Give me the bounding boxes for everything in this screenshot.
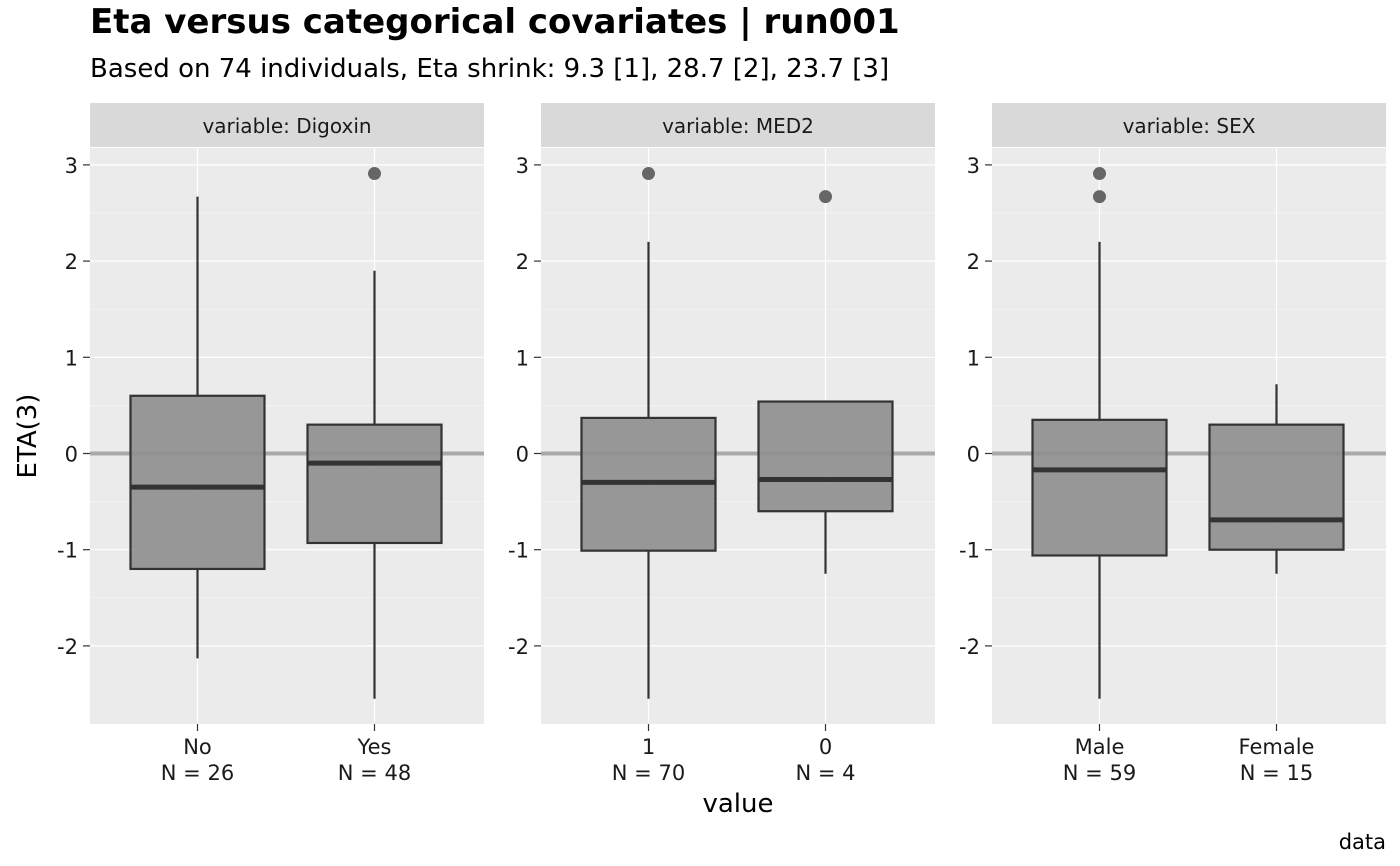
y-axis-label: ETA(3) <box>13 394 43 479</box>
y-tick-label: 3 <box>65 154 78 178</box>
y-tick-label: -1 <box>959 539 980 563</box>
x-tick-count-label: N = 15 <box>1240 761 1313 785</box>
outlier-point <box>368 167 381 181</box>
x-tick-count-label: N = 70 <box>612 761 685 785</box>
x-tick-label: 1 <box>642 735 655 759</box>
box-iqr <box>129 394 266 571</box>
chart-title: Eta versus categorical covariates | run0… <box>90 2 900 42</box>
panel-strip <box>90 103 484 147</box>
x-tick-label: No <box>183 735 212 759</box>
x-tick-count-label: N = 48 <box>338 761 411 785</box>
outlier-point <box>819 190 832 204</box>
box-iqr <box>1031 418 1168 557</box>
panel-strip-label: variable: MED2 <box>662 114 814 138</box>
x-tick-count-label: N = 59 <box>1063 761 1136 785</box>
x-tick-label: Female <box>1239 735 1315 759</box>
y-tick-label: -2 <box>959 635 980 659</box>
panel-strip-label: variable: SEX <box>1123 114 1256 138</box>
y-tick-label: -2 <box>57 635 78 659</box>
outlier-point <box>1093 190 1106 204</box>
y-tick-label: 1 <box>65 346 78 370</box>
x-axis-label: value <box>702 789 773 819</box>
y-tick-label: -1 <box>508 539 529 563</box>
box-iqr <box>306 423 443 545</box>
x-tick-count-label: N = 4 <box>795 761 855 785</box>
panel-strip <box>992 103 1386 147</box>
y-tick-label: 3 <box>516 154 529 178</box>
y-tick-label: 2 <box>65 250 78 274</box>
y-tick-label: 2 <box>516 250 529 274</box>
x-tick-label: 0 <box>819 735 832 759</box>
y-tick-label: 1 <box>967 346 980 370</box>
y-tick-label: 2 <box>967 250 980 274</box>
panel-strip <box>541 103 935 147</box>
y-tick-label: 3 <box>967 154 980 178</box>
box-iqr <box>757 400 894 513</box>
chart-caption: data <box>1338 830 1386 854</box>
box-iqr <box>1208 423 1345 551</box>
y-tick-label: 1 <box>516 346 529 370</box>
x-tick-count-label: N = 26 <box>161 761 234 785</box>
y-tick-label: -2 <box>508 635 529 659</box>
chart-subtitle: Based on 74 individuals, Eta shrink: 9.3… <box>90 54 890 84</box>
outlier-point <box>642 167 655 181</box>
x-tick-label: Yes <box>357 735 392 759</box>
x-tick-label: Male <box>1075 735 1125 759</box>
y-tick-label: 0 <box>65 443 78 467</box>
y-tick-label: -1 <box>57 539 78 563</box>
y-tick-label: 0 <box>516 443 529 467</box>
panel-strip-label: variable: Digoxin <box>202 114 371 138</box>
outlier-point <box>1093 167 1106 181</box>
y-tick-label: 0 <box>967 443 980 467</box>
